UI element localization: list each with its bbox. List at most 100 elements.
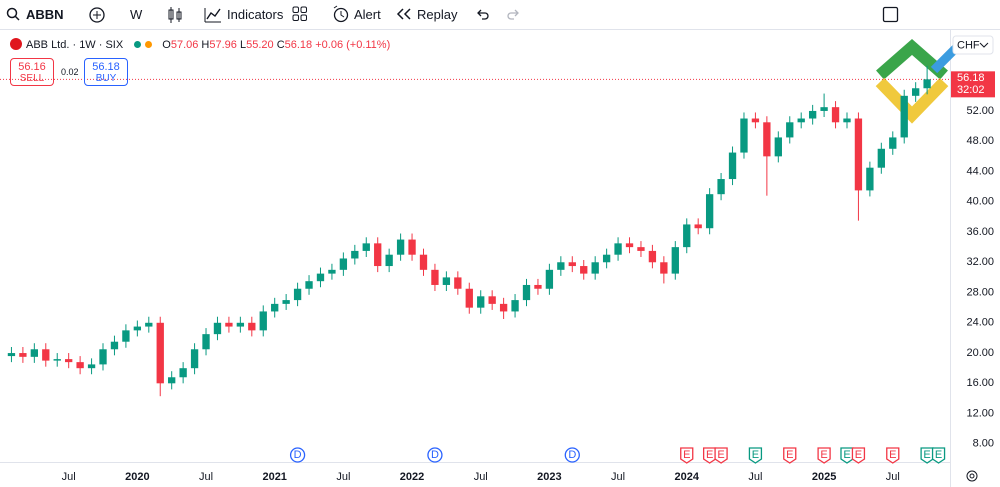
candle-body [877, 148, 885, 168]
sell-price: 56.16 [18, 61, 46, 73]
candle-body [374, 243, 382, 267]
candle-body [786, 122, 794, 138]
candle-body [99, 349, 107, 365]
candle-body [774, 137, 782, 157]
event-label: E [889, 449, 896, 461]
y-tick-label: 40.00 [966, 196, 994, 208]
candle-body [271, 303, 279, 312]
event-label: E [855, 449, 862, 461]
candle-body [843, 118, 851, 123]
candle-body [854, 118, 863, 191]
x-tick-label: 2021 [262, 471, 286, 483]
spread: 0.02 [61, 67, 79, 77]
fullscreen-icon[interactable] [882, 6, 900, 24]
y-tick-label: 52.00 [966, 105, 994, 117]
settings-icon[interactable] [966, 470, 978, 482]
candle-body [442, 277, 451, 285]
earnings-badge [748, 447, 763, 464]
close-value: 56.18 [284, 39, 313, 51]
x-tick-label: 2022 [400, 471, 424, 483]
candle-body [705, 194, 714, 229]
y-tick-label: 28.00 [966, 286, 994, 298]
y-tick-label: 36.00 [966, 226, 994, 238]
y-tick-label: 16.00 [966, 377, 994, 389]
event-label: E [843, 449, 850, 461]
candle-body [499, 303, 508, 312]
buy-label: BUY [95, 73, 117, 84]
candle-body [110, 341, 119, 350]
candle-body [866, 167, 874, 191]
y-tick-label: 20.00 [966, 347, 994, 359]
candle-body [683, 224, 691, 248]
symbol-logo [10, 38, 22, 50]
replay-button[interactable]: Replay [417, 7, 458, 22]
buy-button[interactable]: 56.18 BUY [84, 58, 128, 86]
price-tag [951, 71, 995, 98]
compare-icon[interactable] [88, 6, 106, 24]
dividend-badge [427, 447, 443, 463]
event-label: E [717, 449, 724, 461]
candle-body [431, 269, 439, 285]
candle-body [763, 122, 771, 157]
interval[interactable]: W [130, 7, 143, 22]
earnings-badge [931, 447, 946, 464]
y-tick-label: 44.00 [966, 165, 994, 177]
x-tick-label: 2025 [812, 471, 836, 483]
candle-body [19, 353, 27, 357]
undo-icon[interactable] [474, 7, 490, 21]
candle-body [408, 239, 416, 255]
indicators-button[interactable]: Indicators [227, 7, 284, 22]
candle-body [282, 300, 290, 304]
sell-button[interactable]: 56.16 SELL [10, 58, 54, 86]
currency-dropdown[interactable] [979, 42, 989, 48]
candle-body [76, 362, 84, 369]
candle-body [912, 88, 920, 96]
alert-icon[interactable] [331, 4, 351, 24]
candle-body [625, 243, 634, 248]
event-label: E [935, 449, 942, 461]
legend: ABB Ltd. · 1W · SIX O57.06 H57.96 L55.20… [10, 38, 390, 51]
candle-body [454, 277, 462, 289]
y-tick-label: 32.00 [966, 256, 994, 268]
open-label: O [162, 39, 171, 51]
event-label: D [568, 449, 576, 461]
logo [875, 39, 962, 124]
candle-body [42, 349, 50, 361]
symbol[interactable]: ABBN [26, 7, 64, 22]
candle-body [522, 284, 531, 301]
event-label: E [683, 449, 690, 461]
candle-body [728, 152, 737, 180]
alert-button[interactable]: Alert [354, 7, 381, 22]
indicators-icon[interactable] [203, 5, 223, 25]
candle-body [385, 254, 393, 267]
event-label: E [706, 449, 713, 461]
candle-body [580, 266, 588, 274]
earnings-badge [920, 447, 934, 464]
earnings-badge [817, 447, 831, 464]
candle-body [145, 322, 153, 327]
candle-body [179, 368, 187, 378]
candle-body [190, 349, 199, 369]
redo-icon[interactable] [506, 7, 522, 21]
candle-body [488, 296, 496, 304]
candle-body [133, 326, 142, 331]
buy-price: 56.18 [92, 61, 120, 73]
currency[interactable]: CHF [957, 39, 980, 51]
replay-icon[interactable] [396, 8, 412, 20]
candle-body [65, 359, 73, 363]
search-icon[interactable] [6, 7, 20, 21]
candle-body [831, 107, 840, 123]
candle-body [156, 322, 164, 384]
sell-label: SELL [19, 73, 45, 84]
earnings-badge [851, 447, 866, 464]
candle-body [259, 311, 267, 331]
chart-type-icon[interactable] [166, 5, 184, 25]
currency-box[interactable] [952, 35, 994, 55]
candle-body [568, 262, 576, 267]
templates-icon[interactable] [292, 6, 308, 22]
candle-body [213, 322, 222, 335]
candle-body [30, 349, 38, 357]
settings-icon-core [969, 473, 975, 479]
